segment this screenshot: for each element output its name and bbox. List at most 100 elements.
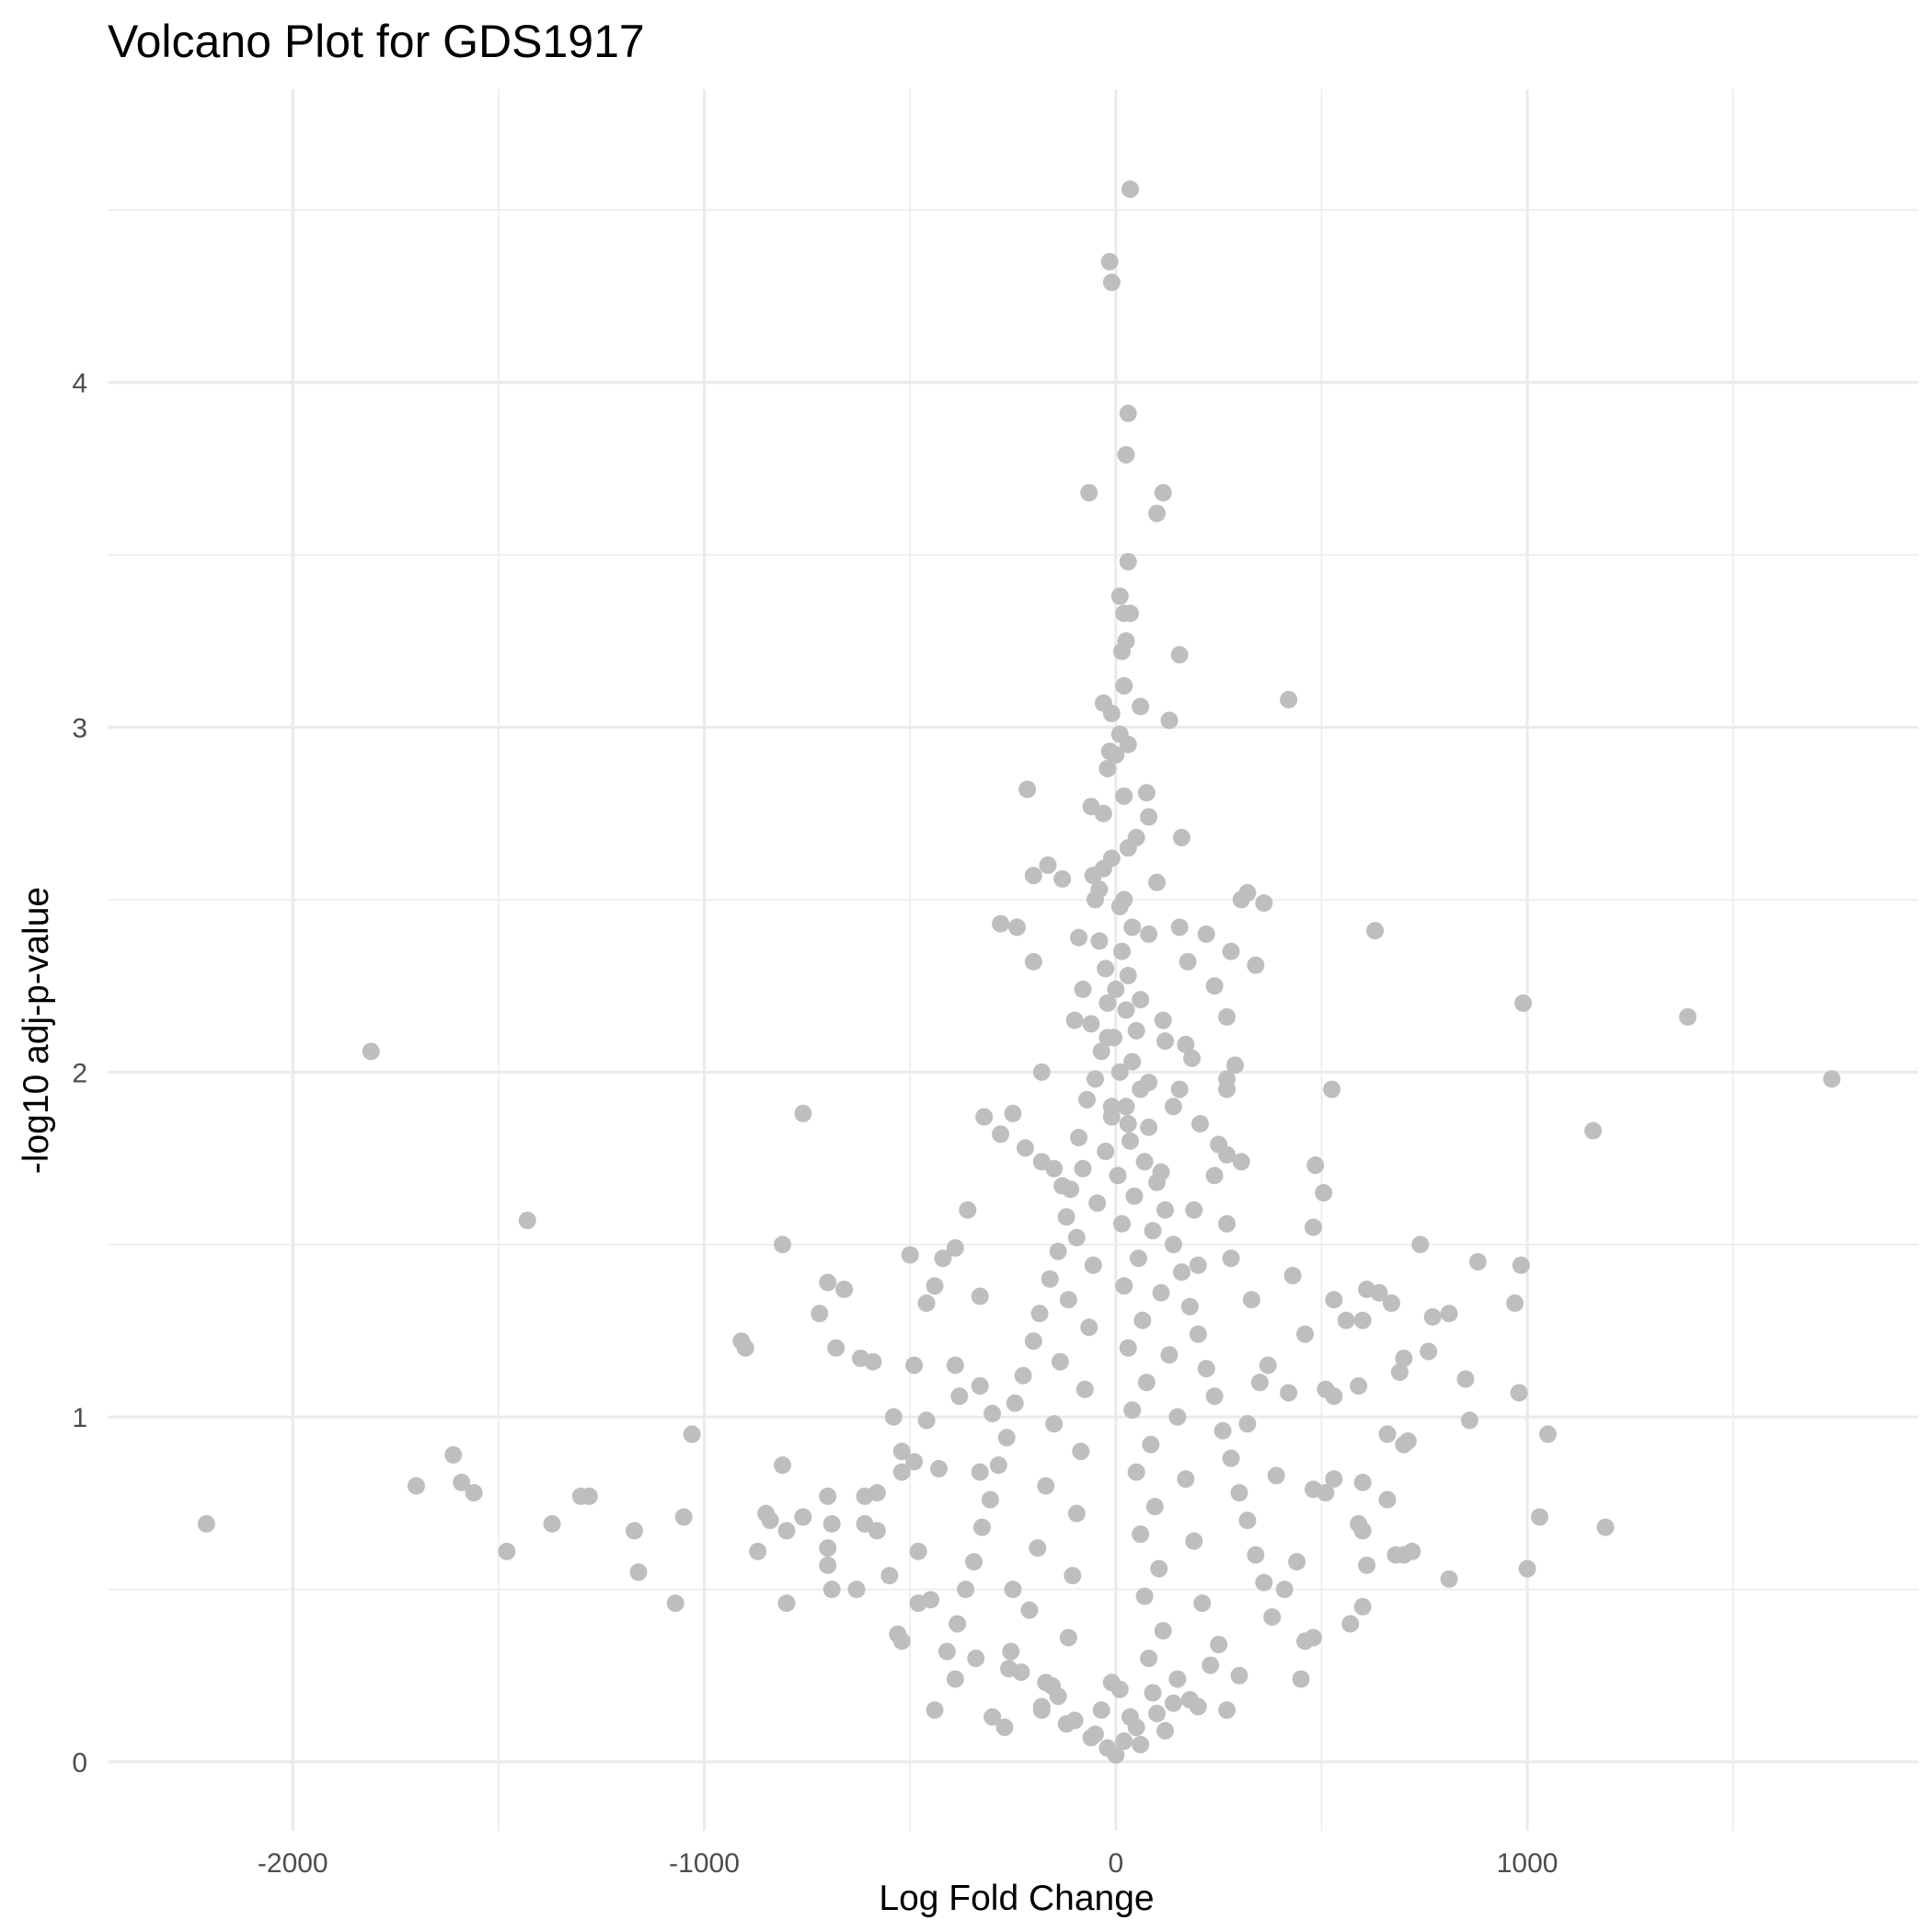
data-point [1140,808,1158,826]
data-point [1097,960,1115,978]
data-point [1127,1021,1145,1040]
data-point [856,1487,874,1505]
data-point [777,1594,796,1613]
data-point [950,1387,969,1406]
data-point [1059,1291,1077,1309]
data-point [864,1352,882,1371]
data-point [1378,1490,1397,1509]
data-point [1144,1222,1162,1240]
data-point [1113,942,1132,960]
data-point [1075,1380,1094,1398]
data-point [1218,1145,1236,1164]
data-point [1067,1228,1086,1247]
data-point [1255,1573,1273,1592]
data-point [1353,1473,1372,1491]
data-point [1315,1184,1333,1202]
data-point [1202,1656,1220,1674]
data-point [1148,1173,1167,1191]
x-tick-label: -2000 [258,1848,328,1879]
data-point [1113,642,1132,661]
data-point [1230,1484,1248,1502]
data-point [1353,1522,1372,1540]
data-point [1078,1090,1097,1109]
data-point [1102,1673,1121,1692]
data-point [1088,1194,1107,1213]
data-point [926,1701,944,1719]
data-point [674,1508,693,1526]
x-tick-label: 0 [1108,1848,1123,1879]
data-point [1154,1011,1172,1029]
data-point [1105,1029,1123,1047]
data-point [1341,1615,1360,1633]
data-point [981,1490,999,1509]
data-point [946,1670,964,1688]
data-point [1119,1339,1137,1357]
data-point [946,1356,964,1374]
data-point [992,914,1010,933]
data-point [967,1650,985,1668]
data-point [1029,1539,1047,1558]
data-point [1041,1270,1059,1288]
data-point [1305,1628,1323,1647]
data-point [1180,1297,1199,1316]
data-point [1150,1559,1168,1578]
data-point [1070,928,1088,947]
data-point [1121,1708,1139,1726]
data-point [1506,1294,1524,1312]
data-point [683,1425,701,1443]
data-point [1183,1049,1202,1067]
data-point [1135,1153,1154,1171]
data-point [917,1411,936,1430]
data-point [1197,925,1215,943]
data-point [1037,1477,1055,1495]
data-point [1100,252,1119,270]
y-tick-label: 0 [72,1748,87,1778]
x-tick-label: 1000 [1497,1848,1558,1879]
data-point [1132,697,1150,716]
data-point [1132,1735,1150,1754]
data-point [777,1522,796,1540]
data-point [1133,1311,1152,1329]
data-point [1222,1449,1240,1467]
data-point [1218,1701,1236,1719]
y-tick-label: 1 [72,1403,87,1433]
data-point [1250,1374,1269,1392]
data-point [1039,856,1057,874]
data-point [971,1463,989,1481]
data-point [1325,1387,1343,1406]
data-point [1086,1070,1104,1088]
data-point [1074,980,1092,998]
data-point [1395,1435,1413,1454]
data-point [1222,1249,1240,1268]
data-point [1512,1256,1530,1274]
data-point [736,1339,754,1357]
data-point [909,1542,927,1560]
data-point [1218,1080,1236,1098]
data-point [1024,1332,1042,1351]
data-point [794,1508,812,1526]
data-point [1004,1581,1022,1599]
data-point [1102,1108,1121,1126]
data-point [1098,994,1117,1012]
data-point [1140,1650,1158,1668]
y-tick-label: 4 [72,369,87,399]
data-point [1007,918,1026,937]
data-point [937,1642,956,1661]
grid-layer [108,89,1918,1831]
data-point [1148,504,1167,523]
y-tick-label: 3 [72,713,87,743]
data-point [1510,1384,1528,1402]
data-point [1440,1570,1458,1588]
data-point [1090,932,1109,950]
data-point [1119,839,1137,857]
data-point [995,1719,1014,1737]
data-point [1115,1732,1133,1751]
data-point [1164,1098,1182,1116]
data-point [1226,1056,1245,1075]
data-point [1382,1294,1400,1312]
data-point [1049,1242,1067,1260]
data-point [1049,1687,1067,1706]
data-point [1051,1352,1069,1371]
data-point [1140,1118,1158,1136]
data-point [1390,1363,1409,1381]
